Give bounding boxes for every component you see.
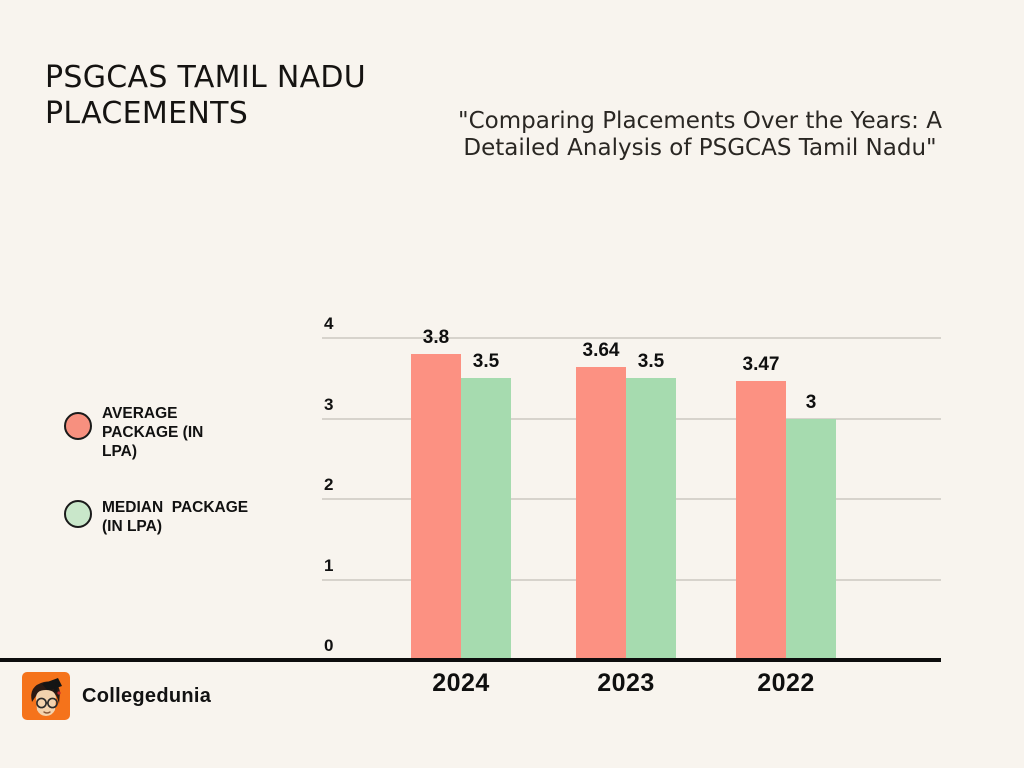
collegedunia-logo-icon: [22, 672, 70, 720]
x-axis-label-2023: 2023: [597, 669, 655, 697]
brand-footer: Collegedunia: [22, 672, 211, 720]
bar-value-average-2022: 3.47: [742, 353, 780, 375]
bar-average-2022: [736, 380, 786, 658]
bar-median-2023: [626, 378, 676, 658]
legend-label-median: MEDIAN PACKAGE (IN LPA): [102, 499, 253, 535]
bar-value-median-2023: 3.5: [637, 351, 665, 373]
y-axis-tick-1: 1: [324, 555, 334, 575]
bar-median-2022: [786, 418, 836, 658]
x-axis-label-2022: 2022: [757, 669, 815, 697]
y-axis-tick-0: 0: [324, 636, 334, 655]
y-axis-tick-3: 3: [324, 394, 334, 414]
bar-value-average-2023: 3.64: [582, 339, 620, 361]
y-axis-tick-2: 2: [324, 475, 334, 494]
bar-average-2023: [576, 366, 626, 658]
bar-value-median-2024: 3.5: [472, 351, 500, 373]
y-axis-tick-4: 4: [324, 314, 334, 333]
bar-value-average-2024: 3.8: [422, 327, 450, 349]
legend-swatch-average: [64, 412, 92, 440]
x-axis-label-2024: 2024: [432, 669, 490, 697]
bar-median-2024: [461, 378, 511, 658]
chart-subtitle: "Comparing Placements Over the Years: A …: [458, 108, 942, 162]
legend-item-median: MEDIAN PACKAGE (IN LPA): [64, 492, 270, 536]
page-title: PSGCAS TAMIL NADU PLACEMENTS: [45, 60, 367, 131]
brand-name: Collegedunia: [82, 684, 212, 707]
legend-label-average: AVERAGE PACKAGE (IN LPA): [102, 405, 208, 460]
gridline-y4: [322, 337, 941, 339]
bar-value-median-2022: 3: [805, 391, 817, 413]
legend-item-average: AVERAGE PACKAGE (IN LPA): [64, 404, 224, 461]
bar-average-2024: [411, 354, 461, 658]
legend-swatch-median: [64, 500, 92, 528]
x-axis-line: [0, 658, 941, 662]
